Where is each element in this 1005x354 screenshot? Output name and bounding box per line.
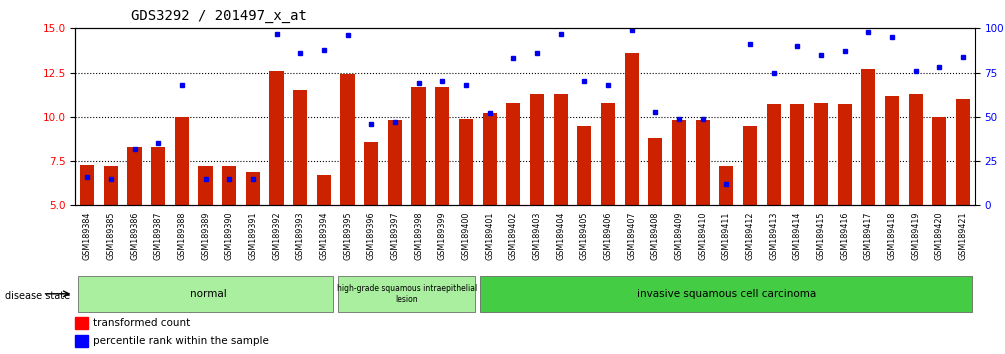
Bar (956, 99, 970, 205)
Bar (411, 87, 426, 205)
Bar (269, 71, 283, 205)
Text: transformed count: transformed count (92, 318, 190, 328)
Bar (624, 53, 639, 205)
Text: disease state: disease state (5, 291, 70, 301)
Bar (222, 166, 236, 205)
Bar (554, 94, 568, 205)
Bar (507, 103, 521, 205)
Bar (198, 166, 213, 205)
Bar (814, 103, 828, 205)
Bar (482, 113, 496, 205)
Bar (743, 126, 757, 205)
Bar (837, 104, 852, 205)
Bar (909, 94, 923, 205)
Bar (338, 276, 475, 312)
Bar (530, 94, 544, 205)
Bar (175, 117, 189, 205)
Bar (341, 74, 355, 205)
Bar (861, 69, 875, 205)
Bar (790, 104, 804, 205)
Bar (459, 119, 473, 205)
Text: high-grade squamous intraepithelial
lesion: high-grade squamous intraepithelial lesi… (337, 284, 477, 304)
Bar (720, 166, 734, 205)
Bar (75, 317, 88, 329)
Bar (388, 120, 402, 205)
Bar (933, 117, 947, 205)
Bar (648, 138, 662, 205)
Bar (104, 166, 118, 205)
Bar (293, 90, 308, 205)
Bar (435, 87, 449, 205)
Text: normal: normal (190, 289, 226, 299)
Bar (480, 276, 973, 312)
Bar (151, 147, 165, 205)
Bar (128, 147, 142, 205)
Bar (672, 120, 686, 205)
Bar (75, 335, 88, 347)
Bar (77, 276, 334, 312)
Bar (767, 104, 781, 205)
Text: invasive squamous cell carcinoma: invasive squamous cell carcinoma (637, 289, 816, 299)
Bar (601, 103, 615, 205)
Bar (885, 96, 899, 205)
Text: GDS3292 / 201497_x_at: GDS3292 / 201497_x_at (131, 9, 307, 23)
Text: percentile rank within the sample: percentile rank within the sample (92, 336, 268, 346)
Bar (364, 142, 378, 205)
Bar (80, 165, 94, 205)
Bar (577, 126, 591, 205)
Bar (246, 172, 260, 205)
Bar (317, 175, 331, 205)
Bar (695, 120, 710, 205)
